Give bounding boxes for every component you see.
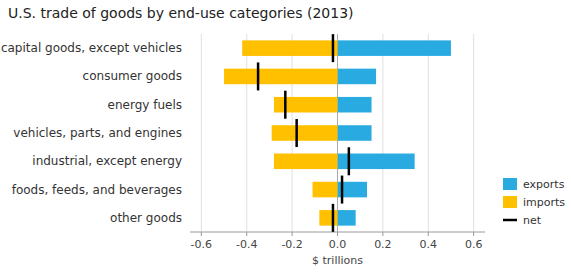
bar [319, 210, 337, 226]
net-marker [332, 34, 335, 62]
tick-mark [382, 232, 383, 236]
chart: U.S. trade of goods by end-use categorie… [0, 0, 571, 279]
legend: exports imports net [503, 178, 565, 227]
bar [274, 154, 338, 170]
tick-label: -0.6 [191, 238, 212, 251]
tick-mark [201, 232, 202, 236]
net-marker [295, 119, 298, 147]
category-label: capital goods, except vehicles [1, 41, 182, 55]
x-axis-label: $ trillions [312, 254, 363, 267]
grid-line [428, 34, 429, 232]
bar [272, 125, 338, 141]
tick-label: 0.0 [329, 238, 347, 251]
tick-label: -0.4 [236, 238, 257, 251]
net-marker [284, 91, 287, 119]
category-label: foods, feeds, and beverages [12, 183, 182, 197]
legend-swatch [503, 178, 517, 190]
tick-mark [428, 232, 429, 236]
bar [338, 125, 372, 141]
tick-label: 0.2 [374, 238, 392, 251]
grid-line [382, 34, 383, 232]
legend-label: imports [523, 196, 565, 209]
series-imports [224, 40, 337, 225]
legend-label: exports [523, 178, 565, 191]
marks [224, 34, 451, 232]
bar [242, 40, 337, 56]
tick-mark [246, 232, 247, 236]
title: U.S. trade of goods by end-use categorie… [8, 5, 354, 21]
series-exports [338, 40, 451, 225]
grid-line [246, 34, 247, 232]
tick-label: 0.4 [420, 238, 438, 251]
category-label: vehicles, parts, and engines [13, 126, 182, 140]
bar [338, 210, 356, 226]
series-net [258, 34, 349, 232]
tick-label: 0.6 [465, 238, 483, 251]
net-marker [257, 62, 260, 90]
tick-mark [292, 232, 293, 236]
tick-mark [337, 232, 338, 236]
grid [201, 34, 473, 232]
bar [338, 40, 451, 56]
category-label: consumer goods [83, 69, 182, 83]
net-marker [332, 204, 335, 232]
category-label: energy fuels [108, 98, 182, 112]
bar [313, 182, 338, 198]
category-label: other goods [110, 211, 182, 225]
net-marker [341, 176, 344, 204]
grid-line [201, 34, 202, 232]
legend-swatch [503, 196, 517, 208]
grid-line [473, 34, 474, 232]
legend-swatch [503, 219, 517, 222]
bar [224, 69, 337, 85]
bar [274, 97, 338, 113]
net-marker [348, 147, 351, 175]
bar [338, 97, 372, 113]
category-label: industrial, except energy [32, 154, 182, 168]
bar [338, 69, 377, 85]
tick-label: -0.2 [281, 238, 302, 251]
tick-mark [473, 232, 474, 236]
legend-label: net [523, 214, 542, 227]
